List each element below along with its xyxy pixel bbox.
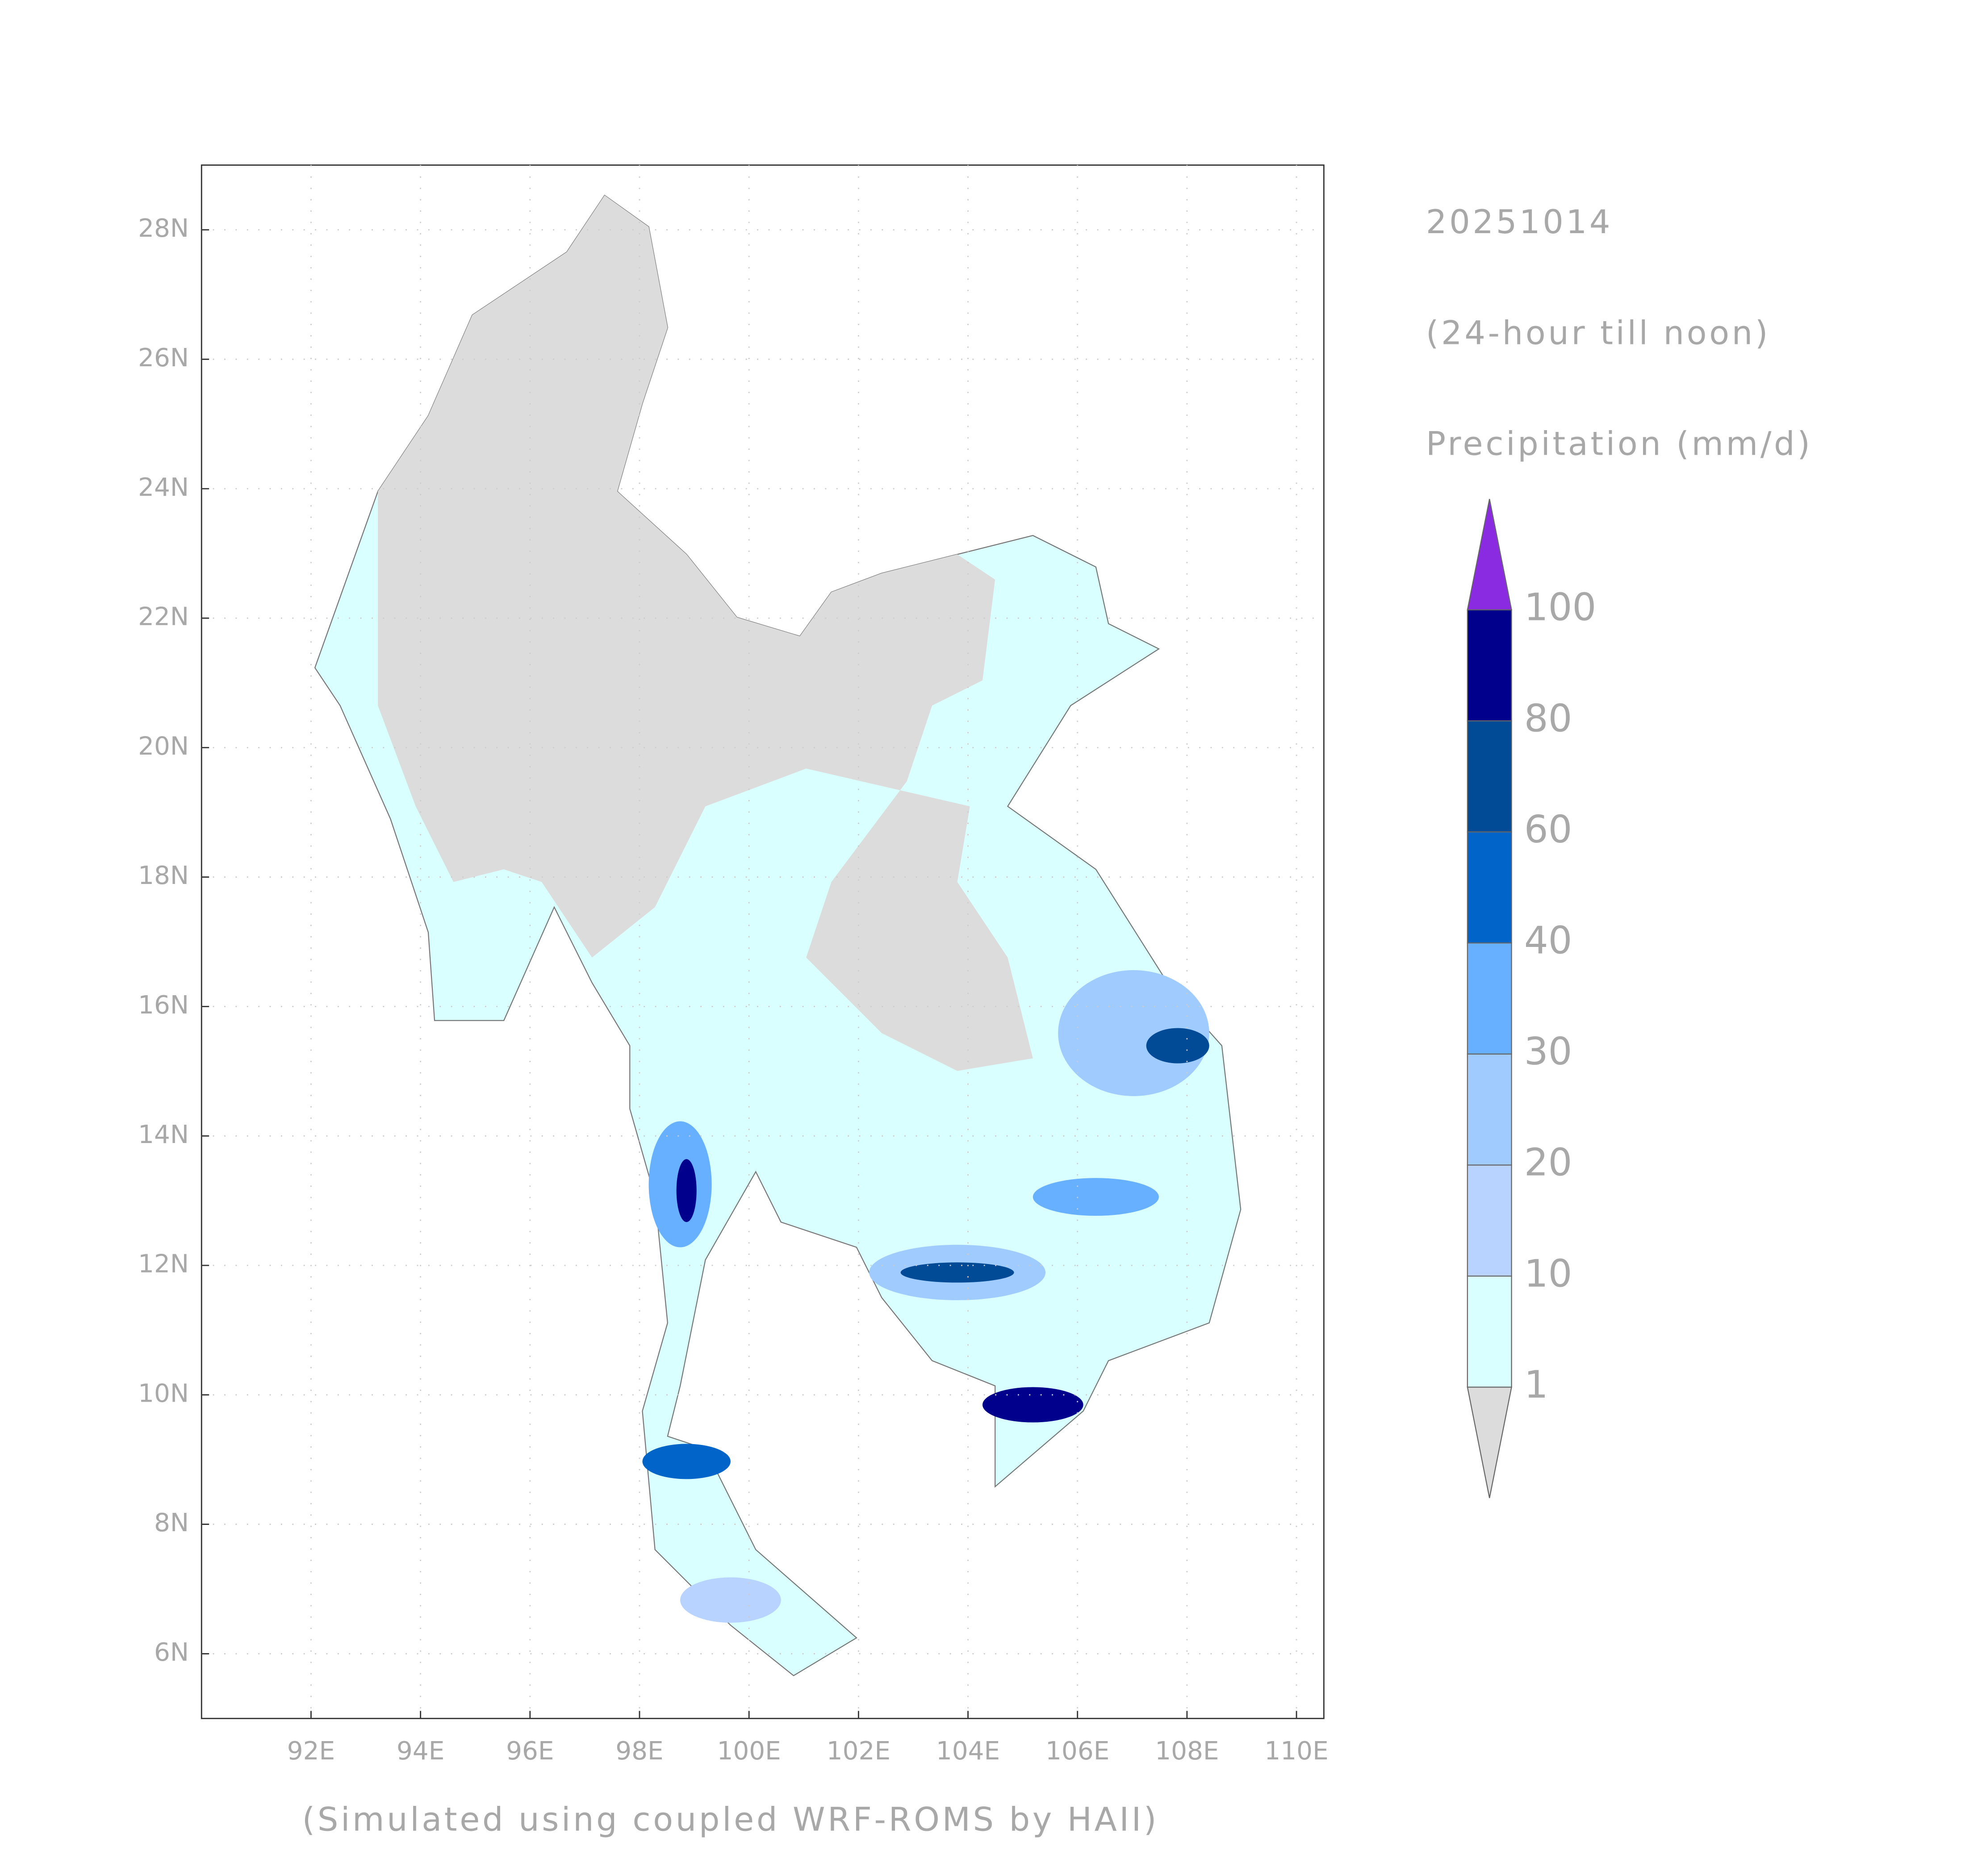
rain-patch: [676, 1159, 697, 1223]
y-tick-label: 16N: [138, 991, 189, 1020]
colorbar-bin: [1467, 831, 1512, 944]
colorbar-label: 20: [1524, 1140, 1572, 1185]
y-tick-label: 18N: [138, 861, 189, 890]
map-frame: [201, 164, 1325, 1719]
colorbar-bin: [1467, 609, 1512, 721]
colorbar-label: 10: [1524, 1251, 1572, 1295]
y-tick-label: 12N: [138, 1250, 189, 1279]
x-tick-label: 110E: [1264, 1737, 1328, 1766]
period-label: (24-hour till noon): [1426, 314, 1770, 352]
colorbar-label: 1: [1524, 1362, 1548, 1407]
rain-patch: [642, 1444, 731, 1479]
y-tick-label: 28N: [138, 214, 189, 243]
colorbar-over: [1467, 498, 1512, 611]
y-tick-label: 20N: [138, 732, 189, 761]
x-tick-label: 108E: [1155, 1737, 1219, 1766]
colorbar-label: 60: [1524, 807, 1572, 851]
y-tick-label: 14N: [138, 1120, 189, 1149]
x-tick-label: 104E: [936, 1737, 1000, 1766]
rain-patch: [1033, 1178, 1159, 1216]
x-tick-label: 102E: [827, 1737, 891, 1766]
x-tick-label: 92E: [287, 1737, 335, 1766]
x-tick-label: 94E: [397, 1737, 444, 1766]
x-tick-label: 100E: [717, 1737, 781, 1766]
map-area: [314, 194, 1242, 1676]
colorbar-bin: [1467, 1275, 1512, 1388]
colorbar-label: 40: [1524, 918, 1572, 963]
x-tick-label: 98E: [615, 1737, 663, 1766]
x-tick-label: 96E: [506, 1737, 554, 1766]
rain-patch: [900, 1262, 1014, 1283]
colorbar: 1 10 20 30 40 60 80 100: [1467, 498, 1597, 1498]
y-tick-label: 10N: [138, 1379, 189, 1408]
rain-patch: [982, 1387, 1083, 1423]
footer: (Simulated using coupled WRF-ROMS by HAI…: [302, 1801, 1159, 1839]
y-tick-label: 8N: [154, 1508, 189, 1537]
colorbar-bin: [1467, 1053, 1512, 1166]
colorbar-label: 100: [1524, 585, 1597, 629]
date-label: 20251014: [1426, 203, 1613, 241]
y-tick-label: 24N: [138, 473, 189, 502]
colorbar-bin: [1467, 942, 1512, 1055]
rain-patch: [1058, 970, 1209, 1096]
rain-patch: [680, 1577, 781, 1623]
land-dry: [378, 195, 1033, 1071]
rain-patch: [1146, 1028, 1209, 1064]
colorbar-under: [1467, 1386, 1512, 1498]
y-tick-label: 6N: [154, 1638, 189, 1667]
colorbar-label: 80: [1524, 696, 1572, 740]
y-tick-label: 26N: [138, 343, 189, 373]
axes: 92E 94E 96E 98E 100E 102E 104E 106E 108E 110E 6N 8N…: [138, 165, 1329, 1766]
x-tick-label: 106E: [1045, 1737, 1109, 1766]
colorbar-bin: [1467, 1164, 1512, 1277]
y-tick-label: 22N: [138, 603, 189, 632]
colorbar-label: 30: [1524, 1029, 1572, 1073]
variable-label: Precipitation (mm/d): [1426, 425, 1813, 463]
colorbar-bin: [1467, 720, 1512, 833]
